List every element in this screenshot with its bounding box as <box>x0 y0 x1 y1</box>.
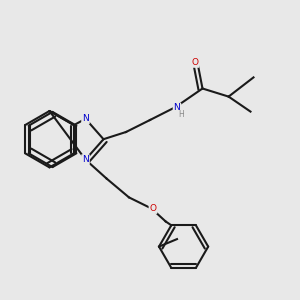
Text: H: H <box>178 110 184 119</box>
Text: N: N <box>82 155 89 164</box>
Text: N: N <box>174 103 180 112</box>
Text: N: N <box>82 114 89 123</box>
Text: O: O <box>149 204 157 213</box>
Text: O: O <box>191 58 199 67</box>
